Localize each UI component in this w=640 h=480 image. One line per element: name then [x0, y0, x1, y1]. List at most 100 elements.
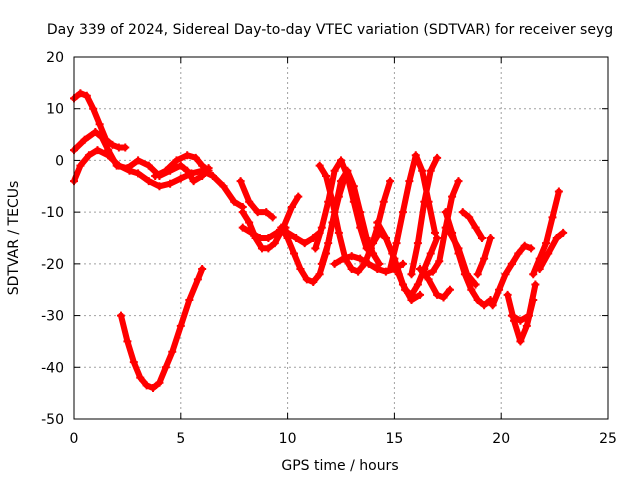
data-point-marker: [422, 270, 431, 279]
data-point-marker: [91, 127, 100, 136]
data-point-marker: [253, 208, 262, 217]
data-point-marker: [185, 296, 194, 305]
data-point-marker: [488, 301, 497, 310]
data-point-marker: [364, 259, 373, 268]
data-point-marker: [296, 265, 305, 274]
data-point-marker: [413, 239, 422, 248]
data-point-marker: [369, 239, 378, 248]
data-point-marker: [398, 259, 407, 268]
data-point-marker: [172, 156, 181, 165]
data-point-marker: [471, 280, 480, 289]
data-point-marker: [381, 267, 390, 276]
data-point-marker: [454, 177, 463, 186]
data-point-marker: [219, 182, 228, 191]
data-point-marker: [322, 171, 331, 180]
data-point-marker: [426, 249, 435, 258]
data-point-marker: [527, 244, 536, 253]
data-point-marker: [245, 218, 254, 227]
x-tick-label: 20: [492, 431, 510, 447]
data-point-marker: [524, 311, 533, 320]
data-point-marker: [390, 254, 399, 263]
y-tick-label: -40: [41, 360, 64, 376]
series-line: [446, 229, 479, 288]
data-point-marker: [315, 270, 324, 279]
data-point-marker: [507, 311, 516, 320]
data-point-marker: [424, 275, 433, 284]
series-arc-18: [407, 153, 442, 279]
data-point-marker: [426, 166, 435, 175]
y-tick-label: 10: [46, 102, 64, 118]
chart-title: Day 339 of 2024, Sidereal Day-to-day VTE…: [47, 22, 613, 38]
data-point-marker: [477, 234, 486, 242]
data-point-marker: [283, 228, 292, 237]
data-point-marker: [347, 252, 356, 261]
data-point-marker: [176, 321, 185, 330]
data-point-marker: [467, 285, 476, 294]
data-point-marker: [155, 182, 164, 191]
data-point-marker: [418, 166, 427, 175]
data-point-marker: [230, 197, 239, 206]
series-arc-3: [70, 146, 247, 211]
data-point-marker: [317, 223, 326, 232]
data-point-marker: [531, 280, 540, 289]
data-point-marker: [187, 169, 196, 178]
data-point-marker: [238, 208, 247, 217]
series-line: [508, 242, 535, 267]
data-point-marker: [480, 254, 489, 263]
series-line: [459, 209, 485, 241]
data-point-marker: [144, 161, 153, 170]
data-point-marker: [522, 321, 531, 330]
tick-layer: 0 5 10 15 20 25 -50 -40 -30 -20 -10 0 10 20: [41, 50, 617, 447]
data-point-marker: [480, 301, 489, 310]
series-layer: [70, 89, 568, 392]
data-point-marker: [155, 378, 164, 387]
data-point-marker: [315, 161, 324, 170]
data-point-marker: [183, 151, 192, 160]
series-arc-28: [507, 241, 536, 268]
data-point-marker: [317, 259, 326, 268]
data-point-marker: [193, 275, 202, 284]
series-arc-22: [445, 228, 480, 289]
data-point-marker: [264, 244, 273, 253]
data-point-marker: [433, 234, 442, 242]
data-point-marker: [507, 259, 516, 268]
x-tick-label: 0: [70, 431, 79, 447]
data-point-marker: [486, 234, 495, 242]
data-point-marker: [245, 197, 254, 206]
data-point-marker: [84, 151, 93, 160]
y-tick-label: -50: [41, 412, 64, 428]
data-point-marker: [247, 228, 256, 237]
data-point-marker: [529, 270, 538, 279]
data-point-marker: [495, 285, 504, 294]
data-point-marker: [121, 143, 130, 152]
data-point-marker: [208, 171, 217, 180]
data-point-marker: [471, 223, 480, 232]
data-point-marker: [134, 169, 143, 178]
data-point-marker: [439, 293, 448, 302]
data-point-marker: [339, 254, 348, 263]
data-point-marker: [366, 244, 375, 253]
y-tick-label: 20: [46, 50, 64, 66]
series-line: [536, 229, 567, 272]
data-point-marker: [151, 171, 160, 180]
data-point-marker: [268, 213, 277, 222]
data-point-marker: [501, 270, 510, 279]
data-point-marker: [104, 151, 113, 160]
series-arc-29: [529, 187, 563, 279]
y-tick-label: 0: [55, 153, 64, 169]
series-arc-8: [238, 223, 290, 242]
plot-frame: [73, 56, 609, 420]
data-point-marker: [413, 280, 422, 289]
data-point-marker: [337, 156, 345, 165]
data-point-marker: [238, 223, 247, 232]
data-point-marker: [142, 381, 151, 390]
data-point-marker: [356, 254, 365, 263]
data-point-marker: [343, 166, 352, 175]
data-point-marker: [270, 239, 279, 248]
data-point-marker: [435, 257, 444, 266]
data-point-marker: [330, 259, 339, 268]
series-line: [118, 266, 206, 391]
data-point-marker: [503, 290, 512, 299]
x-tick-label: 15: [385, 431, 403, 447]
